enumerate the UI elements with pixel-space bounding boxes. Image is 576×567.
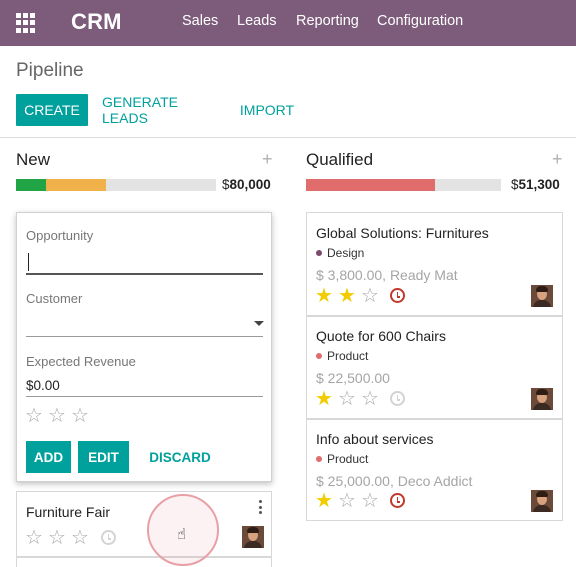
star-icon[interactable]: ☆ — [48, 405, 66, 427]
control-panel-divider — [0, 137, 576, 138]
plus-icon[interactable]: + — [262, 149, 273, 169]
tag-label: Product — [327, 349, 369, 363]
star-icon[interactable]: ☆ — [48, 527, 66, 549]
star-icon[interactable]: ☆ — [71, 405, 89, 427]
star-icon[interactable]: ★ — [315, 490, 333, 512]
column-total-qualified: $51,300 — [511, 177, 560, 192]
clock-icon[interactable] — [390, 391, 405, 406]
expected-revenue-label: Expected Revenue — [26, 354, 136, 369]
menu-reporting[interactable]: Reporting — [296, 13, 359, 29]
progress-segment-overdue[interactable] — [306, 179, 435, 191]
card-subtitle: $ 3,800.00, Ready Mat — [316, 267, 458, 283]
generate-leads-button[interactable]: GENERATE LEADS — [102, 94, 178, 126]
edit-button[interactable]: EDIT — [78, 441, 129, 473]
menu-sales[interactable]: Sales — [182, 13, 219, 29]
progress-segment-won[interactable] — [16, 179, 46, 191]
card-title: Info about services — [316, 431, 434, 447]
card-title: Furniture Fair — [26, 504, 111, 520]
card-subtitle: $ 22,500.00 — [316, 370, 390, 386]
kanban-card[interactable]: Furniture Fair ☆ ☆ ☆ — [16, 491, 272, 557]
breadcrumb: Pipeline — [16, 60, 84, 81]
star-icon[interactable]: ☆ — [338, 388, 356, 410]
opportunity-input-underline[interactable] — [26, 273, 263, 275]
menu-leads[interactable]: Leads — [237, 13, 277, 29]
star-icon[interactable]: ★ — [315, 388, 333, 410]
tag-label: Design — [327, 246, 365, 260]
star-icon[interactable]: ☆ — [71, 527, 89, 549]
text-caret — [28, 253, 29, 271]
tag[interactable]: Product — [316, 349, 368, 363]
kanban-card[interactable] — [16, 557, 272, 567]
click-highlight — [147, 494, 219, 566]
app-brand[interactable]: CRM — [71, 9, 122, 34]
kanban-card[interactable]: Info about services Product $ 25,000.00,… — [306, 419, 563, 521]
tag-color-dot — [316, 250, 322, 256]
expected-revenue-underline[interactable] — [26, 396, 263, 397]
clock-icon[interactable] — [101, 530, 116, 545]
column-title-qualified: Qualified — [306, 150, 374, 169]
star-icon[interactable]: ☆ — [25, 405, 43, 427]
create-button[interactable]: CREATE — [16, 94, 88, 126]
kanban-card[interactable]: Quote for 600 Chairs Product $ 22,500.00… — [306, 316, 563, 419]
column-total-new: $80,000 — [222, 177, 271, 192]
progress-segment-none[interactable] — [106, 179, 216, 191]
tag-label: Product — [327, 452, 369, 466]
tag-color-dot — [316, 456, 322, 462]
card-subtitle: $ 25,000.00, Deco Addict — [316, 473, 473, 489]
avatar — [531, 285, 553, 307]
add-button[interactable]: ADD — [26, 441, 71, 473]
import-button[interactable]: IMPORT — [239, 102, 295, 118]
progress-bar-new[interactable] — [16, 179, 216, 191]
star-icon[interactable]: ★ — [315, 285, 333, 307]
quick-create-form: Opportunity Customer Expected Revenue $0… — [16, 212, 272, 482]
chevron-down-icon[interactable] — [254, 321, 264, 326]
customer-input-underline[interactable] — [26, 336, 263, 337]
star-icon[interactable]: ☆ — [361, 285, 379, 307]
kanban-card[interactable]: Global Solutions: Furnitures Design $ 3,… — [306, 212, 563, 316]
tag[interactable]: Product — [316, 452, 368, 466]
apps-grid-icon[interactable] — [16, 13, 36, 33]
opportunity-label: Opportunity — [26, 228, 94, 243]
star-icon[interactable]: ★ — [338, 285, 356, 307]
avatar — [242, 526, 264, 548]
column-title-new: New — [16, 150, 51, 169]
progress-segment-planned[interactable] — [46, 179, 106, 191]
star-icon[interactable]: ☆ — [338, 490, 356, 512]
total-value: 51,300 — [518, 177, 560, 192]
progress-segment-none[interactable] — [434, 179, 501, 191]
kebab-menu-icon[interactable] — [259, 500, 263, 514]
star-icon[interactable]: ☆ — [361, 388, 379, 410]
menu-configuration[interactable]: Configuration — [377, 13, 464, 29]
star-icon[interactable]: ☆ — [361, 490, 379, 512]
currency-symbol: $ — [511, 177, 519, 192]
customer-label: Customer — [26, 291, 83, 306]
total-value: 80,000 — [229, 177, 271, 192]
star-icon[interactable]: ☆ — [25, 527, 43, 549]
card-title: Global Solutions: Furnitures — [316, 225, 489, 241]
tag[interactable]: Design — [316, 246, 364, 260]
card-title: Quote for 600 Chairs — [316, 328, 446, 344]
tag-color-dot — [316, 353, 322, 359]
clock-icon[interactable] — [390, 493, 405, 508]
discard-button[interactable]: DISCARD — [149, 449, 211, 465]
expected-revenue-input[interactable]: $0.00 — [26, 378, 60, 393]
avatar — [531, 490, 553, 512]
progress-bar-qualified[interactable] — [306, 179, 501, 191]
clock-icon[interactable] — [390, 288, 405, 303]
top-navbar: CRM Sales Leads Reporting Configuration — [0, 0, 576, 46]
plus-icon[interactable]: + — [552, 149, 563, 169]
avatar — [531, 388, 553, 410]
hand-cursor-icon: ☝ — [177, 526, 187, 543]
currency-symbol: $ — [222, 177, 230, 192]
